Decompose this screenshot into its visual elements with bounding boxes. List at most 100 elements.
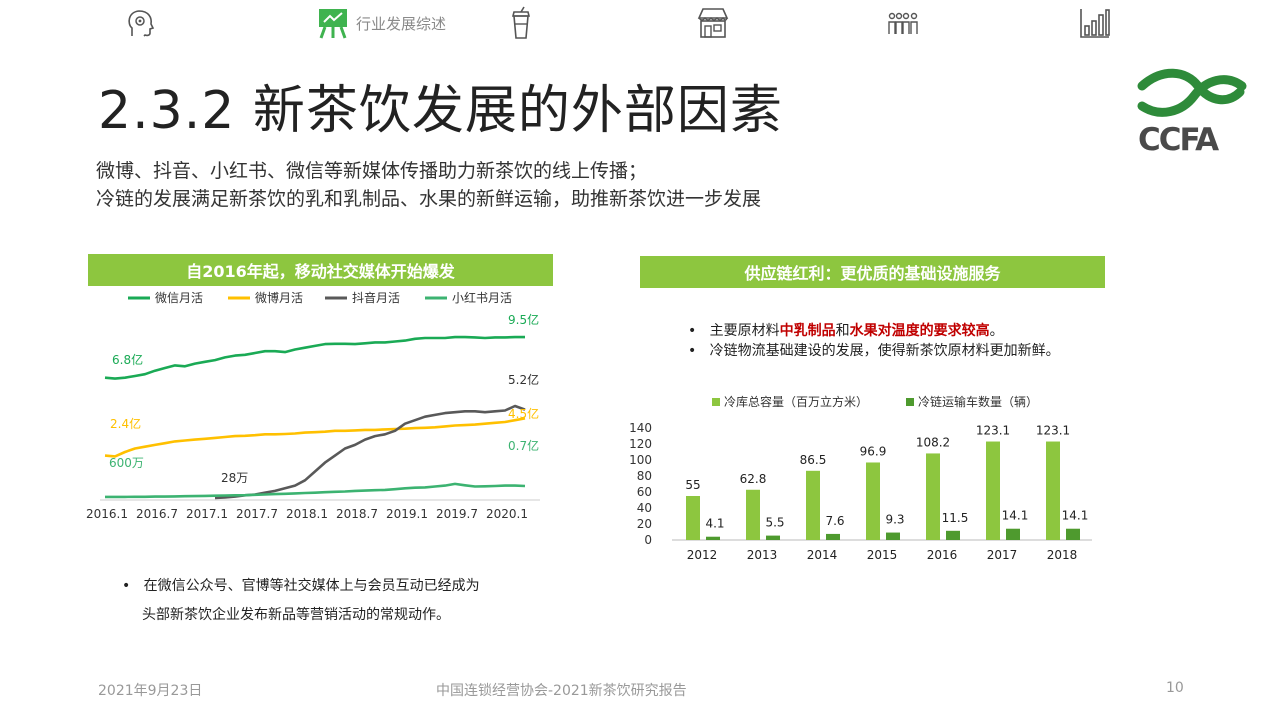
data-label: 11.5: [942, 511, 969, 525]
x-tick-label: 2015: [867, 548, 898, 562]
data-label: 86.5: [800, 453, 827, 467]
left-bullet-line-1: 在微信公众号、官博等社交媒体上与会员互动已经成为: [143, 578, 480, 594]
data-label: 123.1: [1036, 424, 1070, 438]
industry-board-icon: [319, 9, 347, 39]
x-tick-label: 2014: [807, 548, 838, 562]
social-media-line-chart: 微信月活 微博月活 抖音月活 小红书月活 2016.1 2016.7 2017.1 2017.…: [86, 290, 540, 521]
y-tick-label: 140: [629, 421, 652, 435]
data-label: 108.2: [916, 435, 950, 449]
subtitle-line-1: 微博、抖音、小红书、微信等新媒体传播助力新茶饮的线上传播；: [96, 160, 648, 182]
right-bullet-1-post: 。: [989, 323, 1004, 339]
bar-storage-capacity: [1046, 441, 1060, 540]
nav-item-industry-overview[interactable]: 行业发展综述: [316, 6, 446, 40]
page-title: 2.3.2 新茶饮发展的外部因素: [98, 81, 783, 141]
legend-label: 抖音月活: [352, 290, 400, 305]
x-tick-label: 2017.1: [186, 507, 228, 521]
series-start-label: 6.8亿: [112, 352, 143, 367]
x-tick-label: 2013: [747, 548, 778, 562]
x-tick-label: 2012: [687, 548, 718, 562]
x-tick-label: 2016.7: [136, 507, 178, 521]
data-label: 7.6: [825, 514, 844, 528]
series-start-label: 600万: [109, 456, 144, 470]
logo-text: CCFA: [1138, 122, 1219, 156]
y-tick-label: 0: [644, 533, 652, 547]
highlight-dairy: 中乳制品: [779, 323, 836, 339]
bar-refrigerated-trucks: [766, 535, 780, 540]
x-tick-label: 2020.1: [486, 507, 528, 521]
series-end-label: 5.2亿: [508, 372, 539, 387]
series-line-4: [105, 482, 526, 499]
legend-label: 冷库总容量（百万立方米）: [724, 394, 868, 409]
bar-storage-capacity: [686, 496, 700, 540]
series-line-2: [104, 417, 526, 458]
right-panel-header: 供应链红利：更优质的基础设施服务: [640, 256, 1105, 288]
footer-date: 2021年9月23日: [98, 683, 203, 699]
drink-cup-icon[interactable]: [504, 6, 538, 40]
right-bullet-1-mid: 和: [835, 323, 850, 339]
page-number: 10: [1166, 680, 1184, 696]
bar-refrigerated-trucks: [946, 530, 960, 540]
x-tick-label: 2018: [1047, 548, 1078, 562]
data-label: 123.1: [976, 424, 1010, 438]
legend-swatch: [712, 398, 720, 406]
bar-refrigerated-trucks: [886, 532, 900, 540]
series-end-label: 0.7亿: [508, 438, 539, 453]
x-tick-label: 2016.1: [86, 507, 128, 521]
data-label: 55: [685, 478, 700, 492]
right-bullet-1: • 主要原材料中乳制品和水果对温度的要求较高。: [688, 323, 1004, 339]
bar-refrigerated-trucks: [1066, 528, 1080, 540]
series-start-label: 2.4亿: [110, 416, 141, 431]
left-panel-header: 自2016年起，移动社交媒体开始爆发: [88, 254, 553, 286]
cold-chain-bar-chart: 冷库总容量（百万立方米） 冷链运输车数量（辆） 0 20 40 60 80 100 120 140…: [629, 394, 1092, 562]
y-tick-label: 40: [637, 501, 652, 515]
x-tick-label: 2018.7: [336, 507, 378, 521]
left-bullet-line-2: 头部新茶饮企业发布新品等营销活动的常规动作。: [142, 607, 450, 623]
subtitle-line-2: 冷链的发展满足新茶饮的乳和乳制品、水果的新鲜运输，助推新茶饮进一步发展: [96, 188, 762, 210]
nav-active-label: 行业发展综述: [356, 14, 447, 33]
storefront-icon[interactable]: [696, 6, 730, 40]
bar-storage-capacity: [806, 470, 820, 540]
y-tick-label: 100: [629, 453, 652, 467]
bar-refrigerated-trucks: [1006, 528, 1020, 540]
brain-gear-icon[interactable]: [124, 6, 158, 40]
x-tick-label: 2017: [987, 548, 1018, 562]
bar-chart-icon[interactable]: [1078, 6, 1112, 40]
bar-storage-capacity: [926, 453, 940, 540]
series-line-3: [214, 404, 526, 500]
bar-storage-capacity: [986, 441, 1000, 540]
series-end-label: 4.5亿: [508, 406, 539, 421]
series-end-label: 9.5亿: [508, 312, 539, 327]
y-tick-label: 80: [637, 469, 652, 483]
data-label: 9.3: [885, 513, 904, 527]
bar-refrigerated-trucks: [826, 533, 840, 540]
right-bullet-1-pre: 主要原材料: [709, 323, 780, 339]
x-tick-label: 2019.1: [386, 507, 428, 521]
left-bullet: • 在微信公众号、官博等社交媒体上与会员互动已经成为: [122, 578, 480, 594]
legend-label: 微信月活: [155, 291, 203, 305]
data-label: 14.1: [1002, 509, 1029, 523]
legend-label: 微博月活: [255, 290, 303, 305]
series-line-1: [104, 335, 525, 380]
series-start-label: 28万: [221, 471, 248, 485]
data-label: 62.8: [740, 472, 767, 486]
data-label: 4.1: [705, 517, 724, 531]
footer-source: 中国连锁经营协会-2021新茶饮研究报告: [436, 683, 687, 699]
x-tick-label: 2016: [927, 548, 958, 562]
highlight-fruit-temp: 水果对温度的要求较高: [849, 323, 990, 339]
data-label: 96.9: [860, 444, 887, 458]
y-tick-label: 120: [629, 437, 652, 451]
x-tick-label: 2019.7: [436, 507, 478, 521]
x-tick-label: 2018.1: [286, 507, 328, 521]
legend-label: 冷链运输车数量（辆）: [918, 394, 1038, 409]
ccfa-logo: CCFA: [1137, 68, 1247, 156]
bar-storage-capacity: [746, 489, 760, 540]
people-group-icon[interactable]: [886, 6, 920, 40]
right-bullet-2-text: 冷链物流基础建设的发展，使得新茶饮原材料更加新鲜。: [709, 343, 1060, 359]
x-tick-label: 2017.7: [236, 507, 278, 521]
y-tick-label: 20: [637, 517, 652, 531]
data-label: 5.5: [765, 516, 784, 530]
legend-label: 小红书月活: [452, 290, 512, 305]
data-label: 14.1: [1062, 509, 1089, 523]
y-tick-label: 60: [637, 485, 652, 499]
bar-storage-capacity: [866, 462, 880, 540]
